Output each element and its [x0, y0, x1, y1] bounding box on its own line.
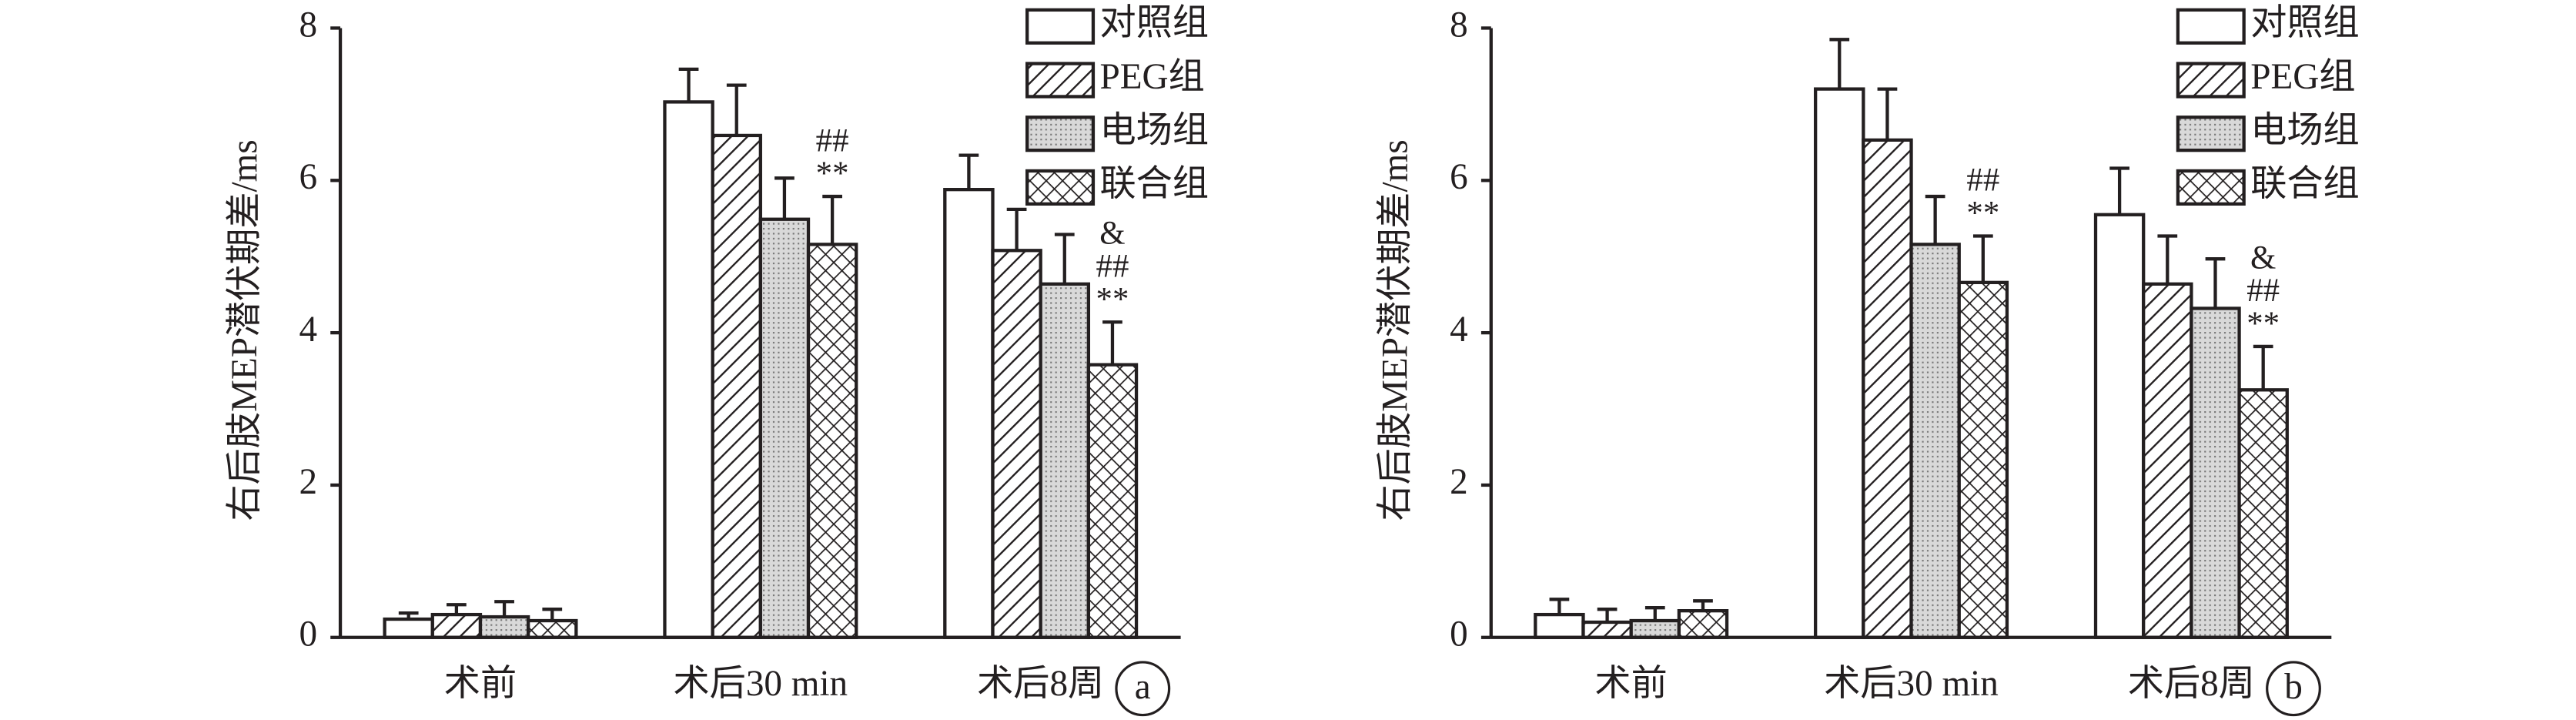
y-axis-label: 右后肢MEP潜伏期差/ms [225, 139, 265, 521]
annotation: & [1099, 216, 1125, 252]
legend-swatch [2176, 116, 2246, 152]
bar [1677, 609, 1729, 639]
legend-swatch [1025, 8, 1096, 45]
y-tick-label: 0 [1450, 615, 1468, 655]
y-tick-label: 6 [299, 157, 317, 197]
legend-label: 对照组 [2250, 3, 2359, 43]
legend-swatch [2176, 62, 2246, 99]
bar [711, 133, 762, 639]
panel-label: a [1135, 667, 1151, 707]
x-tick-label: 术后8周 [977, 664, 1104, 704]
bar [806, 243, 858, 639]
y-axis-label: 右后肢MEP潜伏期差/ms [1376, 139, 1416, 521]
legend-label: 电场组 [1100, 111, 1209, 151]
legend-swatch [2176, 169, 2246, 206]
y-tick-label: 2 [299, 462, 317, 502]
bar [1862, 138, 1913, 639]
legend-swatch [1025, 62, 1096, 99]
y-tick-label: 4 [1450, 310, 1468, 350]
x-tick-label: 术后30 min [674, 664, 848, 704]
y-tick-label: 6 [1450, 157, 1468, 197]
legend-swatch [1025, 116, 1096, 152]
legend-label: PEG组 [2250, 57, 2355, 97]
bar [1957, 280, 2009, 639]
bar [2093, 213, 2146, 639]
x-tick-label: 术前 [1595, 664, 1668, 704]
bar [2142, 282, 2193, 639]
legend-label: 对照组 [1100, 3, 1209, 43]
annotation: ** [816, 156, 849, 192]
annotation: ** [2246, 306, 2280, 342]
panel-label: b [2284, 667, 2303, 707]
annotation: ## [1966, 162, 1999, 199]
y-tick-label: 8 [1450, 5, 1468, 45]
legend-swatch [1025, 169, 1096, 206]
annotation: & [2250, 239, 2276, 276]
bar [2237, 388, 2289, 639]
bar [2190, 306, 2241, 639]
bar [430, 612, 483, 639]
annotation: ** [1966, 196, 1999, 232]
annotation: ## [1096, 248, 1129, 284]
bar [383, 617, 434, 639]
annotation: ## [816, 122, 849, 159]
legend-label: 联合组 [1100, 164, 1209, 204]
legend-label: PEG组 [1100, 57, 1205, 97]
bar [1039, 282, 1091, 639]
bar [1909, 243, 1961, 639]
y-tick-label: 0 [299, 615, 317, 655]
bar [527, 618, 578, 639]
bar [1629, 618, 1681, 639]
x-tick-label: 术前 [444, 664, 517, 704]
legend-label: 联合组 [2250, 164, 2359, 204]
y-tick-label: 8 [299, 5, 317, 45]
bar [1534, 612, 1585, 639]
bar [943, 188, 995, 639]
panel-badge [1115, 661, 1171, 717]
bar [991, 249, 1042, 639]
bar [478, 615, 530, 639]
bar [758, 217, 811, 639]
panel-badge [2266, 661, 2321, 717]
y-tick-label: 2 [1450, 462, 1468, 502]
legend-label: 电场组 [2250, 111, 2359, 151]
x-tick-label: 术后30 min [1824, 664, 1999, 704]
bar [1814, 87, 1865, 639]
annotation: ** [1096, 281, 1129, 317]
bar [1086, 363, 1139, 639]
bar [1581, 620, 1633, 639]
annotation: ## [2246, 273, 2280, 309]
x-tick-label: 术后8周 [2128, 664, 2255, 704]
legend-swatch [2176, 8, 2246, 45]
bar [663, 100, 714, 639]
y-tick-label: 4 [299, 310, 317, 350]
